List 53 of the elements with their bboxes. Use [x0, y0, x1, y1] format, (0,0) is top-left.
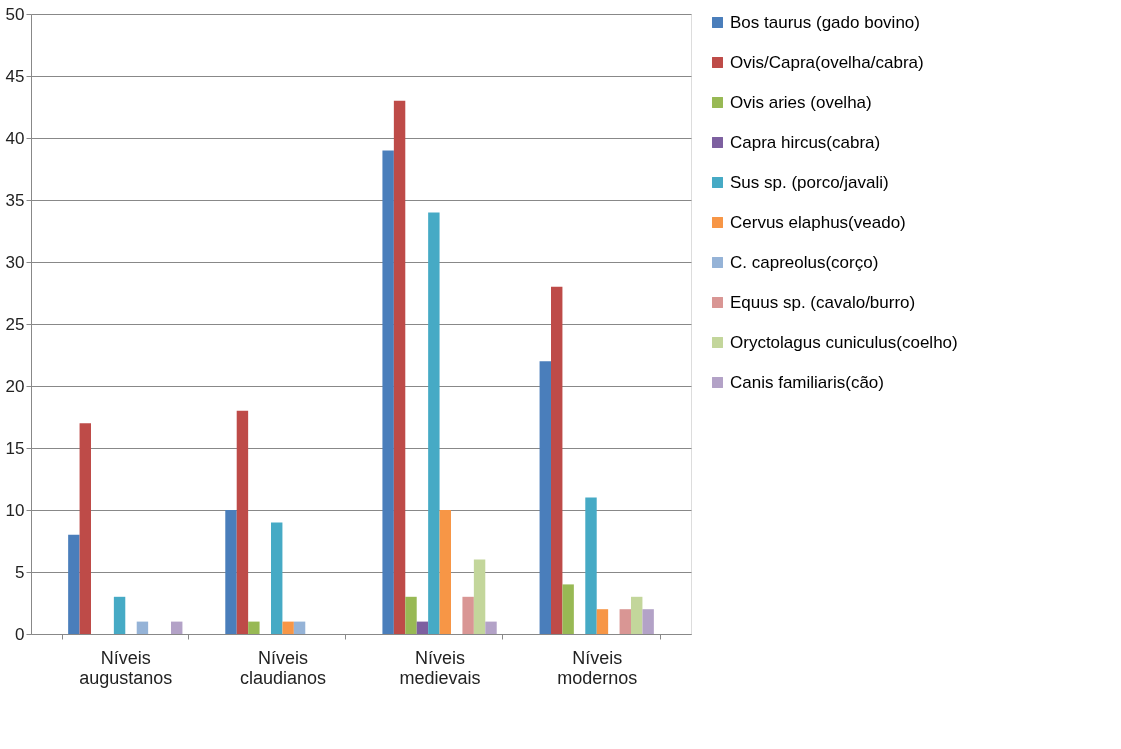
legend-label: Capra hircus(cabra): [730, 132, 881, 152]
bar: [462, 596, 474, 634]
bar: [225, 510, 237, 634]
bar: [113, 596, 126, 634]
legend-label: Equus sp. (cavalo/burro): [730, 292, 916, 312]
bar: [271, 522, 283, 634]
bar: [539, 361, 551, 634]
bar: [293, 621, 306, 634]
bar: [393, 100, 406, 634]
legend-label: Oryctolagus cuniculus(coelho): [730, 332, 958, 352]
bar: [248, 621, 260, 634]
bar: [282, 621, 294, 634]
bar: [428, 212, 440, 634]
bar: [642, 609, 654, 634]
bar: [416, 621, 429, 634]
bar: [631, 596, 643, 634]
bar: [79, 423, 91, 634]
x-tick-label: Níveis medievais: [399, 647, 481, 688]
y-tick-label: 25: [5, 314, 25, 334]
legend-label: Canis familiaris(cão): [730, 372, 884, 392]
y-tick-label: 10: [5, 500, 25, 520]
bar: [382, 150, 394, 634]
y-tick-label: 45: [5, 66, 25, 86]
bar: [551, 286, 563, 634]
bar: [439, 510, 451, 634]
bar: [236, 410, 249, 634]
legend-label: Ovis/Capra(ovelha/cabra): [730, 52, 924, 72]
x-tick-label: Níveis claudianos: [239, 647, 326, 688]
y-tick-label: 20: [5, 376, 25, 396]
bar: [68, 534, 80, 634]
bar: [485, 621, 497, 634]
legend-label: Sus sp. (porco/javali): [730, 172, 889, 192]
legend-label: Cervus elaphus(veado): [730, 212, 906, 232]
y-tick-label: 50: [5, 4, 25, 24]
y-tick-label: 35: [5, 190, 25, 210]
bar: [473, 559, 486, 634]
legend-label: Bos taurus (gado bovino): [730, 12, 920, 32]
y-tick-label: 0: [15, 624, 25, 644]
bar: [585, 497, 597, 634]
bar: [136, 621, 149, 634]
legend-label: Ovis aries (ovelha): [730, 92, 872, 112]
y-tick-label: 15: [5, 438, 25, 458]
legend-label: C. capreolus(corço): [730, 252, 879, 272]
x-tick-label: Níveis modernos: [557, 647, 638, 688]
x-tick-label: Níveis augustanos: [79, 647, 173, 688]
y-tick-label: 40: [5, 128, 25, 148]
bar: [405, 596, 417, 634]
bar: [171, 621, 183, 634]
bar: [619, 609, 631, 634]
y-tick-label: 5: [15, 562, 25, 582]
y-tick-label: 30: [5, 252, 25, 272]
bar: [562, 584, 574, 634]
bar: [596, 609, 609, 634]
